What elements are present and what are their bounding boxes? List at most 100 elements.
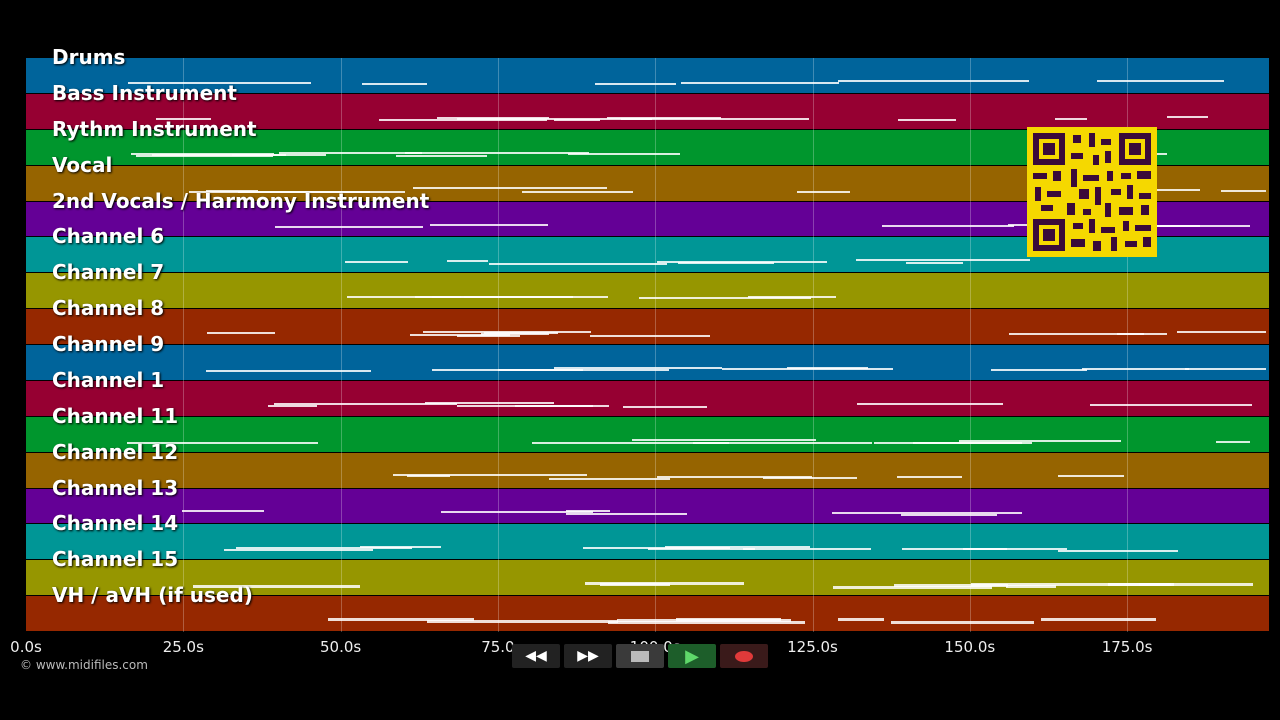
midi-note-segment bbox=[345, 261, 408, 264]
play-icon: ▶ bbox=[685, 645, 699, 667]
midi-note-segment bbox=[426, 620, 618, 624]
midi-note-segment bbox=[1009, 332, 1168, 335]
midi-note-segment bbox=[963, 547, 1067, 550]
record-button[interactable] bbox=[720, 644, 768, 668]
midi-note-segment bbox=[881, 224, 1014, 227]
midi-note-segment bbox=[566, 513, 687, 516]
midi-note-segment bbox=[1107, 582, 1254, 586]
midi-note-segment bbox=[130, 152, 275, 155]
track-lane bbox=[26, 488, 1269, 525]
midi-note-segment bbox=[582, 546, 731, 549]
midi-note-segment bbox=[521, 190, 634, 193]
midi-note-segment bbox=[404, 152, 590, 155]
midi-note-segment bbox=[136, 155, 274, 158]
midi-note-segment bbox=[548, 478, 670, 481]
midi-note-segment bbox=[747, 296, 837, 299]
midi-note-segment bbox=[1138, 583, 1174, 586]
time-tick-label: 0.0s bbox=[10, 638, 42, 656]
midi-note-segment bbox=[1054, 117, 1088, 120]
midi-note-segment bbox=[647, 548, 756, 551]
midi-note-segment bbox=[396, 155, 488, 158]
midi-note-segment bbox=[958, 440, 1121, 443]
midi-note-segment bbox=[498, 369, 669, 372]
midi-note-segment bbox=[347, 295, 500, 298]
midi-note-segment bbox=[237, 190, 406, 193]
midi-note-segment bbox=[1041, 618, 1157, 622]
midi-note-segment bbox=[489, 262, 667, 265]
midi-note-segment bbox=[912, 441, 1022, 444]
time-tick-label: 150.0s bbox=[944, 638, 996, 656]
midi-note-segment bbox=[553, 367, 723, 370]
track-label: Drums bbox=[52, 45, 126, 69]
midi-note-segment bbox=[379, 118, 547, 121]
midi-note-segment bbox=[447, 260, 488, 263]
rewind-icon: ◀◀ bbox=[525, 648, 547, 664]
midi-note-segment bbox=[275, 225, 423, 228]
midi-note-segment bbox=[896, 475, 963, 478]
midi-note-segment bbox=[621, 118, 809, 121]
midi-note-segment bbox=[589, 334, 710, 337]
midi-note-segment bbox=[657, 476, 813, 479]
midi-note-segment bbox=[126, 442, 318, 445]
rewind-button[interactable]: ◀◀ bbox=[512, 644, 560, 668]
play-button[interactable]: ▶ bbox=[668, 644, 716, 668]
track-label: 2nd Vocals / Harmony Instrument bbox=[52, 188, 430, 213]
stop-button[interactable] bbox=[616, 644, 664, 668]
fast-forward-button[interactable]: ▶▶ bbox=[564, 644, 612, 668]
track-label: Channel 8 bbox=[52, 296, 165, 321]
midi-note-segment bbox=[392, 474, 588, 477]
midi-note-segment bbox=[360, 546, 441, 549]
midi-note-segment bbox=[236, 547, 412, 550]
midi-note-segment bbox=[693, 441, 873, 444]
midi-note-segment bbox=[1221, 189, 1266, 192]
midi-note-segment bbox=[424, 402, 554, 405]
track-label: Channel 12 bbox=[52, 439, 179, 464]
midi-note-segment bbox=[742, 547, 871, 550]
midi-note-segment bbox=[206, 369, 372, 372]
time-tick-label: 50.0s bbox=[319, 638, 362, 656]
midi-note-segment bbox=[531, 441, 730, 444]
midi-note-segment bbox=[837, 80, 1029, 82]
piano-roll bbox=[26, 58, 1269, 632]
track-lane bbox=[26, 380, 1269, 417]
midi-note-segment bbox=[1166, 115, 1209, 118]
midi-note-segment bbox=[675, 618, 781, 622]
midi-note-segment bbox=[464, 296, 609, 299]
midi-note-segment bbox=[898, 119, 956, 122]
midi-note-segment bbox=[971, 583, 1172, 586]
midi-note-segment bbox=[901, 547, 1007, 550]
midi-note-segment bbox=[681, 82, 839, 85]
midi-note-segment bbox=[837, 618, 885, 622]
midi-note-segment bbox=[274, 403, 457, 406]
midi-note-segment bbox=[1097, 80, 1224, 83]
midi-note-segment bbox=[1184, 367, 1266, 370]
midi-note-segment bbox=[413, 187, 608, 190]
track-lane bbox=[26, 345, 1269, 381]
track-lane bbox=[26, 452, 1269, 489]
midi-note-segment bbox=[607, 116, 722, 119]
midi-note-segment bbox=[905, 262, 963, 265]
midi-note-segment bbox=[432, 368, 584, 371]
midi-note-segment bbox=[1057, 549, 1178, 552]
midi-note-segment bbox=[594, 83, 676, 86]
midi-note-segment bbox=[607, 621, 806, 625]
midi-note-segment bbox=[422, 331, 591, 334]
track-lane bbox=[26, 58, 1269, 94]
midi-note-segment bbox=[894, 584, 1008, 588]
midi-note-segment bbox=[1058, 475, 1124, 478]
midi-note-segment bbox=[155, 118, 212, 121]
record-icon bbox=[735, 650, 753, 662]
time-gridline bbox=[655, 58, 657, 632]
midi-note-segment bbox=[639, 297, 811, 300]
midi-note-segment bbox=[481, 332, 549, 335]
track-label: Channel 14 bbox=[52, 511, 179, 536]
copyright-text: © www.midifiles.com bbox=[20, 658, 148, 672]
midi-note-segment bbox=[1216, 441, 1251, 444]
track-lane bbox=[26, 93, 1269, 130]
midi-note-segment bbox=[1089, 403, 1252, 406]
midi-note-segment bbox=[456, 404, 594, 407]
track-lane bbox=[26, 524, 1269, 561]
time-gridline bbox=[340, 58, 342, 632]
fast-forward-icon: ▶▶ bbox=[577, 648, 599, 664]
qr-code-icon bbox=[1027, 127, 1157, 257]
